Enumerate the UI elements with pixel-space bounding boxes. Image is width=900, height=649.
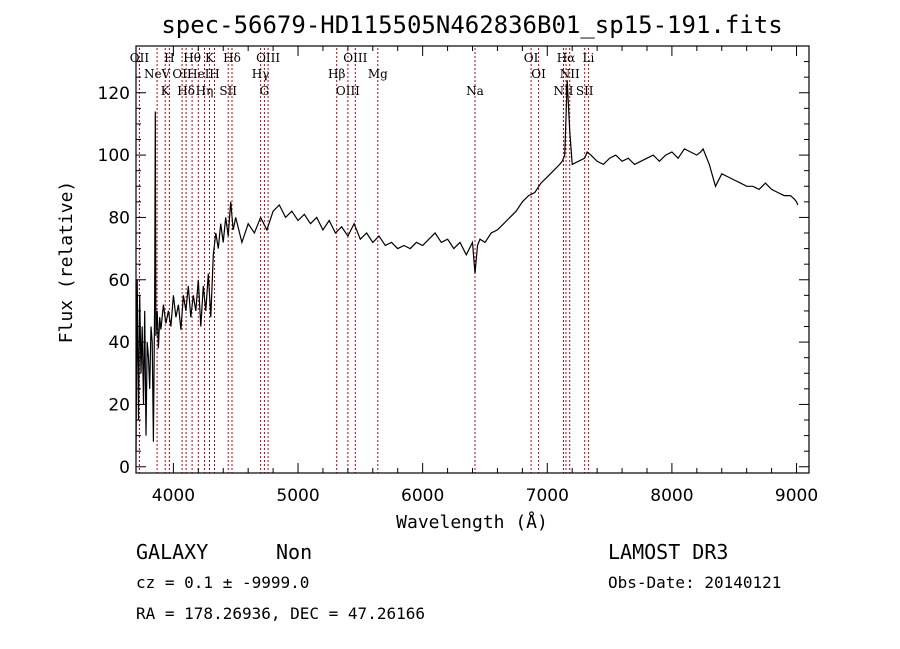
x-tick-label: 9000 xyxy=(775,486,818,506)
line-marker-label: Li xyxy=(582,51,594,65)
line-marker-label: OIII xyxy=(343,51,367,65)
y-tick-label: 80 xyxy=(108,208,130,228)
line-marker-label: Mg xyxy=(368,67,388,81)
y-tick-label: 20 xyxy=(108,395,130,415)
line-marker-label: K xyxy=(161,84,171,98)
line-marker-label: OIII xyxy=(336,84,360,98)
line-marker-label: Hα xyxy=(557,51,576,65)
survey-name: LAMOST DR3 xyxy=(608,540,728,564)
line-marker-label: H xyxy=(209,67,219,81)
x-tick-label: 4000 xyxy=(152,486,195,506)
spectrum-line xyxy=(135,80,799,452)
line-marker-label: NeV xyxy=(144,67,171,81)
object-subclass: Non xyxy=(276,540,312,564)
y-tick-label: 60 xyxy=(108,271,130,291)
x-tick-label: 7000 xyxy=(526,486,569,506)
y-tick-label: 100 xyxy=(98,146,130,166)
y-axis: 0 20 40 60 80 100 120 xyxy=(98,61,809,478)
redshift-line: cz = 0.1 ± -9999.0 xyxy=(136,573,309,592)
x-tick-label: 5000 xyxy=(276,486,319,506)
line-marker-label: Hβ xyxy=(328,67,345,81)
line-marker-label: Hη xyxy=(196,84,214,98)
x-tick-label: 6000 xyxy=(401,486,444,506)
line-marker-label: NII xyxy=(560,67,580,81)
line-marker-label: NII xyxy=(554,84,574,98)
line-marker-labels: OIINeVKHOIIHδHθHeIHηKHSIIHδHγGOIIIHβOIII… xyxy=(130,51,595,98)
y-tick-label: 40 xyxy=(108,333,130,353)
x-axis-label: Wavelength (Å) xyxy=(396,511,548,533)
line-marker-label: G xyxy=(260,84,270,98)
line-marker-label: SII xyxy=(219,84,237,98)
line-marker-label: Hδ xyxy=(223,51,241,65)
chart-title: spec-56679-HD115505N462836B01_sp15-191.f… xyxy=(161,11,782,39)
line-markers xyxy=(138,48,589,473)
line-marker-label: OII xyxy=(130,51,150,65)
line-marker-label: OI xyxy=(531,67,546,81)
line-marker-label: K xyxy=(205,51,215,65)
y-tick-label: 120 xyxy=(98,84,130,104)
y-axis-label: Flux (relative) xyxy=(56,181,77,344)
line-marker-label: Na xyxy=(466,84,484,98)
line-marker-label: Hθ xyxy=(183,51,201,65)
obs-date: Obs-Date: 20140121 xyxy=(608,573,781,592)
line-marker-label: Hδ xyxy=(177,84,195,98)
line-marker-label: OII xyxy=(172,67,192,81)
line-marker-label: H xyxy=(164,51,174,65)
y-tick-label: 0 xyxy=(119,458,130,478)
x-tick-label: 8000 xyxy=(650,486,693,506)
x-axis: 4000 5000 6000 7000 8000 9000 xyxy=(152,46,818,506)
line-marker-label: HeI xyxy=(187,67,210,81)
object-type: GALAXY xyxy=(136,540,208,564)
line-marker-label: Hγ xyxy=(252,67,270,81)
coordinates: RA = 178.26936, DEC = 47.26166 xyxy=(136,604,425,623)
line-marker-label: OIII xyxy=(256,51,280,65)
line-marker-label: OI xyxy=(524,51,539,65)
line-marker-label: SII xyxy=(576,84,594,98)
